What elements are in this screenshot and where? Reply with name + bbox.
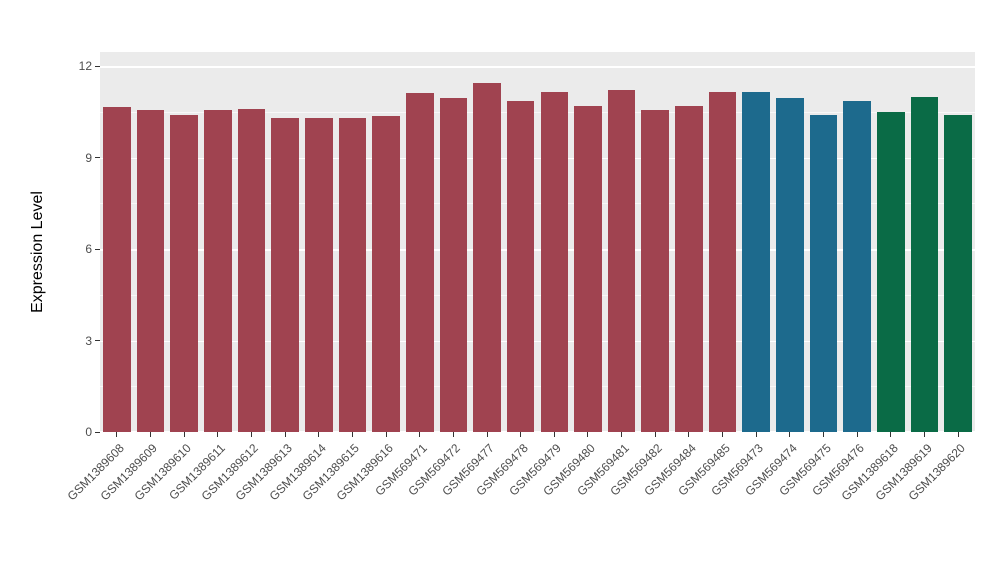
x-tick-mark xyxy=(183,432,185,437)
x-tick-mark xyxy=(217,432,219,437)
bar-GSM569472 xyxy=(439,98,468,432)
x-tick-mark xyxy=(284,432,286,437)
x-tick-mark xyxy=(823,432,825,437)
bar-GSM1389620 xyxy=(944,114,972,432)
bar-GSM569479 xyxy=(540,91,569,432)
gridline-major xyxy=(100,66,975,68)
bar-GSM569476 xyxy=(843,101,871,432)
x-tick-mark xyxy=(621,432,623,437)
x-tick-mark xyxy=(486,432,488,437)
bar-GSM1389616 xyxy=(372,116,400,432)
x-tick-mark xyxy=(688,432,690,437)
x-tick-mark xyxy=(924,432,926,437)
x-tick-mark xyxy=(250,432,252,437)
bar-GSM1389619 xyxy=(910,96,939,432)
y-tick-mark xyxy=(95,157,100,158)
bar-GSM1389610 xyxy=(170,114,198,432)
x-tick-mark xyxy=(587,432,589,437)
x-tick-mark xyxy=(351,432,353,437)
gridline-minor xyxy=(100,294,975,296)
gridline-major xyxy=(100,249,975,251)
y-tick-label: 0 xyxy=(85,425,92,439)
x-tick-mark xyxy=(520,432,522,437)
x-tick-mark xyxy=(452,432,454,437)
x-tick-mark xyxy=(318,432,320,437)
x-tick-mark xyxy=(722,432,724,437)
bar-GSM569484 xyxy=(675,105,703,432)
bar-GSM1389613 xyxy=(271,117,299,432)
y-tick-mark xyxy=(95,340,100,341)
bar-GSM569482 xyxy=(641,110,670,432)
bar-GSM569481 xyxy=(607,90,636,432)
x-tick-mark xyxy=(553,432,555,437)
bar-GSM569478 xyxy=(506,101,535,432)
x-tick-mark xyxy=(149,432,151,437)
bar-GSM569480 xyxy=(574,105,602,432)
y-tick-label: 12 xyxy=(78,59,92,73)
bar-GSM569485 xyxy=(708,91,737,432)
y-tick-mark xyxy=(95,65,100,67)
bar-GSM569473 xyxy=(742,91,771,432)
y-tick-label: 3 xyxy=(85,333,92,348)
x-tick-mark xyxy=(419,432,421,437)
y-tick-mark xyxy=(95,248,100,250)
gridline-major xyxy=(100,157,975,159)
bar-GSM1389615 xyxy=(338,117,367,432)
gridline-major xyxy=(100,340,975,342)
bar-GSM1389618 xyxy=(877,111,905,432)
gridline-major xyxy=(100,430,975,432)
y-tick-label: 6 xyxy=(85,242,92,256)
bar-GSM1389608 xyxy=(103,107,131,432)
y-tick-mark xyxy=(95,431,100,433)
x-tick-mark xyxy=(385,432,387,437)
gridline-minor xyxy=(100,386,975,388)
y-tick-label: 9 xyxy=(85,150,92,165)
bar-GSM1389611 xyxy=(203,110,232,432)
x-tick-mark xyxy=(890,432,892,437)
bar-GSM569471 xyxy=(405,93,434,432)
bar-GSM1389609 xyxy=(136,110,165,432)
gridline-minor xyxy=(100,111,975,113)
x-tick-mark xyxy=(116,432,118,437)
plot-panel xyxy=(100,52,975,432)
x-tick-mark xyxy=(957,432,959,437)
gridline-minor xyxy=(100,203,975,205)
x-tick-mark xyxy=(856,432,858,437)
bar-GSM1389614 xyxy=(304,117,333,432)
x-tick-mark xyxy=(755,432,757,437)
bar-GSM569475 xyxy=(809,114,838,432)
bar-GSM569477 xyxy=(473,82,501,432)
bar-GSM1389612 xyxy=(237,108,266,432)
x-tick-mark xyxy=(654,432,656,437)
x-tick-mark xyxy=(789,432,791,437)
bar-GSM569474 xyxy=(776,98,804,432)
